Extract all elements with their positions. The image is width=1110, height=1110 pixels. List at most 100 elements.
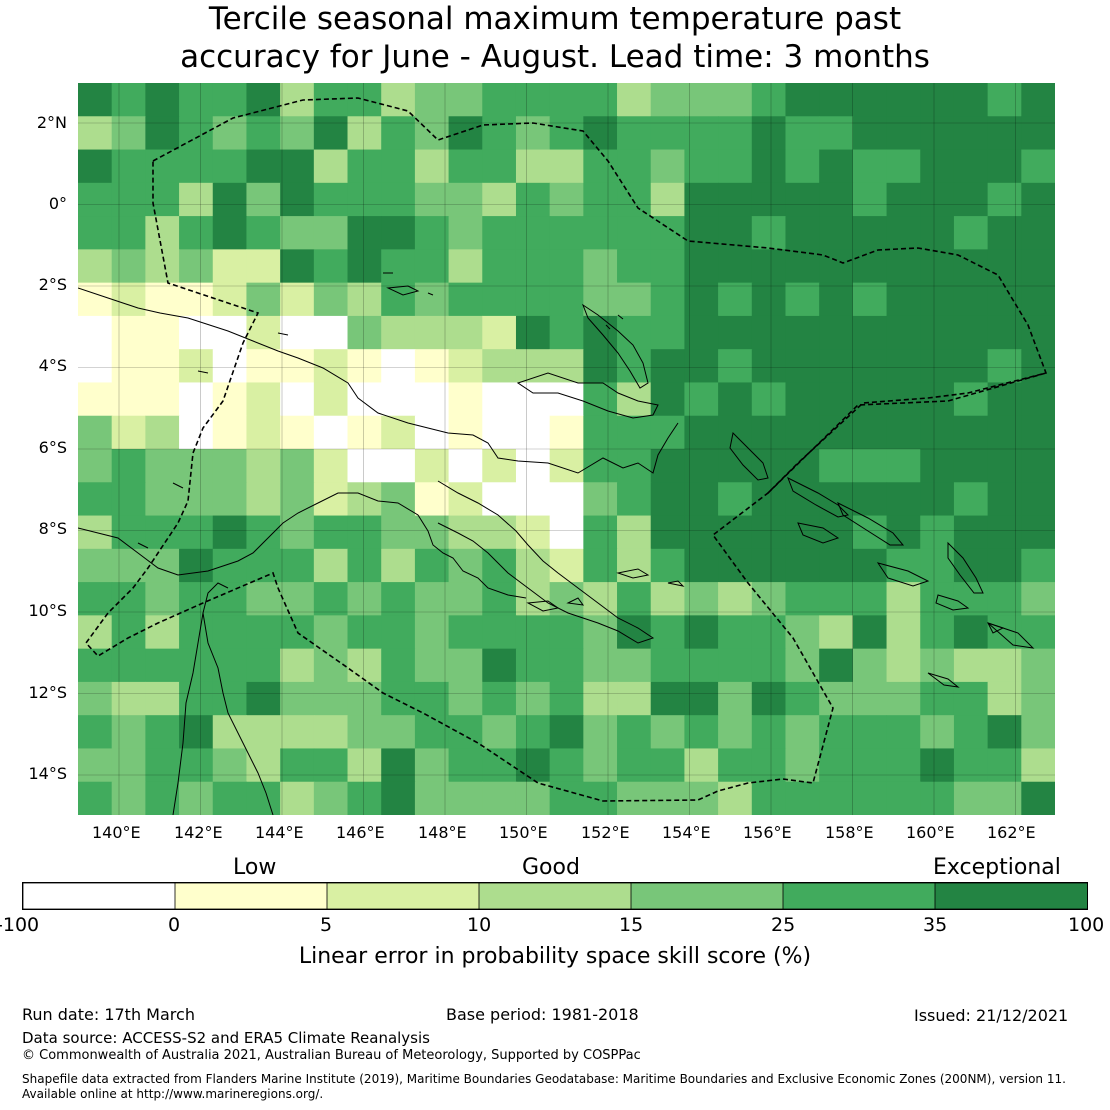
skill-grid-cell	[145, 415, 180, 450]
colorbar-swatch	[630, 883, 784, 909]
skill-grid-cell	[953, 282, 989, 317]
skill-grid-cell	[886, 482, 921, 517]
skill-grid-cell	[583, 349, 618, 384]
skill-grid-cell	[212, 282, 248, 317]
graticule	[78, 83, 1055, 815]
skill-grid-cell	[347, 282, 382, 317]
skill-grid-cell	[920, 715, 955, 750]
skill-grid-cell	[1021, 415, 1055, 450]
new-caledonia-hint	[927, 672, 960, 688]
skill-grid-cell	[617, 582, 652, 616]
skill-grid-cell	[819, 548, 854, 583]
skill-grid-cell	[583, 548, 618, 583]
skill-grid-cell	[617, 315, 652, 350]
skill-grid-cell	[549, 216, 584, 250]
skill-grid-cell	[785, 449, 820, 483]
skill-grid-cell	[414, 282, 450, 317]
skill-grid-cell	[549, 182, 584, 217]
skill-grid-cell	[347, 216, 382, 250]
skill-grid-cell	[819, 415, 854, 450]
skill-grid-cell	[583, 681, 618, 716]
skill-grid-cell	[515, 715, 551, 750]
skill-grid-cell	[583, 83, 618, 117]
base-period: Base period: 1981-2018	[446, 1005, 639, 1024]
skill-grid-cell	[515, 748, 551, 783]
skill-grid-cell	[347, 681, 382, 716]
skill-grid-cell	[246, 249, 281, 284]
skill-grid-cell	[819, 748, 854, 783]
skill-grid-cell	[280, 182, 315, 217]
skill-grid-cell	[718, 615, 753, 650]
skill-grid-cell	[448, 449, 483, 483]
skill-grid-cell	[650, 648, 686, 683]
shapefile-credit-line-2: Available online at http://www.marinereg…	[22, 1087, 324, 1101]
skill-grid-cell	[414, 482, 450, 517]
skill-grid-cell	[313, 282, 349, 317]
skill-grid-cell	[515, 349, 551, 384]
skill-grid-cell	[179, 548, 214, 583]
skill-grid-cell	[313, 615, 349, 650]
skill-grid-cell	[987, 648, 1022, 683]
skill-grid-cell	[78, 182, 113, 217]
skill-grid-cell	[448, 182, 483, 217]
skill-grid-cell	[920, 282, 955, 317]
skill-grid-cell	[246, 515, 281, 550]
skill-grid-cell	[482, 482, 517, 517]
colorbar-tick-10: 10	[467, 914, 492, 936]
skill-grid-cell	[246, 116, 281, 151]
skill-grid-cell	[145, 548, 180, 583]
skill-grid-cell	[515, 681, 551, 716]
skill-grid-cell	[212, 83, 248, 117]
skill-grid-cell	[718, 681, 753, 716]
skill-grid-cell	[111, 715, 146, 750]
skill-grid-cell	[111, 249, 146, 284]
skill-grid-cell	[179, 249, 214, 284]
skill-grid-cell	[819, 149, 854, 184]
skill-grid-cell	[212, 415, 248, 450]
skill-grid-cell	[852, 681, 888, 716]
skill-grid-cell	[212, 482, 248, 517]
skill-grid-cell	[718, 182, 753, 217]
skill-grid-cell	[179, 216, 214, 250]
skill-grid-cell	[583, 382, 618, 417]
skill-grid-cell	[684, 349, 719, 384]
skill-grid-cell	[785, 515, 820, 550]
skill-grid-cell	[617, 116, 652, 151]
skill-grid-cell	[751, 515, 787, 550]
skill-grid-cell	[145, 182, 180, 217]
skill-grid-cell	[347, 781, 382, 815]
skill-grid-cell	[179, 83, 214, 117]
colorbar-tick-5: 5	[320, 914, 333, 936]
skill-grid-cell	[78, 149, 113, 184]
skill-grid-cell	[515, 282, 551, 317]
skill-grid-cell	[987, 83, 1022, 117]
skill-grid-cell	[179, 149, 214, 184]
shapefile-credit: Shapefile data extracted from Flanders M…	[22, 1072, 1066, 1102]
skill-grid-cell	[179, 349, 214, 384]
skill-grid-cell	[1021, 116, 1055, 151]
skill-grid-cell	[819, 83, 854, 117]
skill-grid-cell	[751, 548, 787, 583]
skill-grid-cell	[987, 415, 1022, 450]
skill-grid-cell	[549, 415, 584, 450]
skill-grid-cell	[212, 748, 248, 783]
colorbar-tick-35: 35	[923, 914, 948, 936]
malaita	[947, 541, 984, 594]
western-islets	[137, 332, 289, 549]
run-date: Run date: 17th March	[22, 1005, 195, 1024]
skill-grid-cell	[111, 681, 146, 716]
skill-grid-cell	[953, 515, 989, 550]
skill-grid-cell	[684, 149, 719, 184]
skill-grid-cell	[212, 116, 248, 151]
skill-grid-cell	[617, 216, 652, 250]
skill-grid-cell	[111, 116, 146, 151]
skill-grid-cell	[111, 149, 146, 184]
skill-grid-cell	[212, 715, 248, 750]
skill-grid-cell	[953, 648, 989, 683]
skill-grid-cell	[987, 748, 1022, 783]
colorbar	[22, 882, 1088, 910]
skill-grid-cell	[414, 748, 450, 783]
skill-grid-cell	[751, 249, 787, 284]
skill-grid-cell	[886, 83, 921, 117]
skill-grid-cell	[381, 781, 416, 815]
